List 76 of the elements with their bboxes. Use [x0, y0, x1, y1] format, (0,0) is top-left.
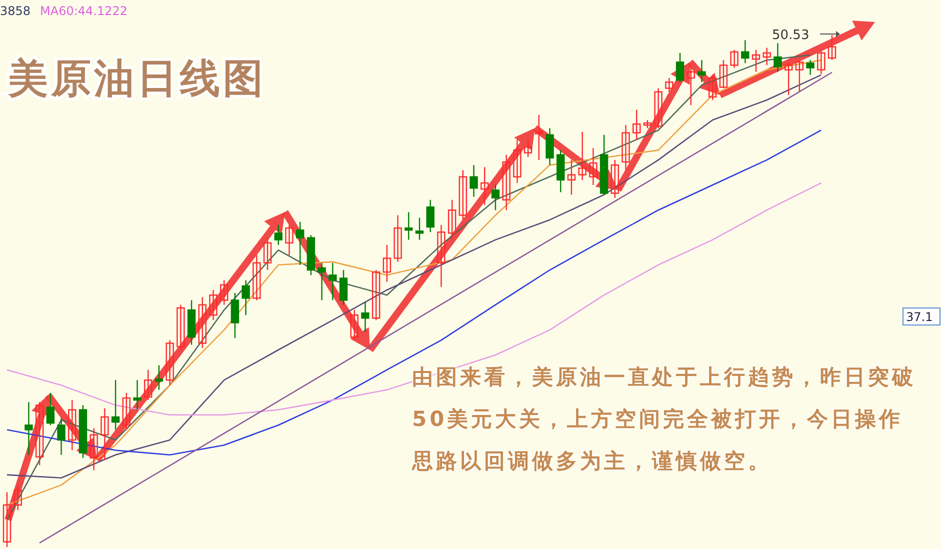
candlestick [513, 139, 522, 184]
candlestick [578, 131, 586, 180]
candlestick [90, 428, 98, 471]
candlestick [676, 52, 684, 83]
candlestick [784, 62, 793, 96]
candlestick [209, 289, 218, 321]
candlestick [665, 77, 674, 92]
candlestick [14, 484, 22, 511]
candlestick [361, 301, 370, 333]
candlestick [198, 296, 206, 348]
candlestick [350, 309, 358, 341]
candlestick [46, 392, 55, 426]
candlestick [817, 49, 826, 75]
candlestick [686, 64, 695, 106]
candlestick [68, 399, 76, 451]
candlestick [35, 402, 44, 466]
candlestick [546, 128, 554, 166]
candlestick [730, 49, 738, 68]
candlestick [622, 124, 630, 171]
candlestick [166, 340, 174, 386]
candlestick [176, 304, 185, 350]
text: MA60:44.1222 [40, 4, 128, 18]
annotation: 50.53 [772, 28, 810, 43]
candlestick [111, 379, 120, 430]
candlestick [220, 280, 228, 306]
candlestick [339, 269, 348, 306]
candlestick [415, 217, 424, 240]
candlestick [752, 49, 760, 72]
candlestick [154, 364, 164, 390]
text: 37.1 [906, 310, 933, 324]
candlestick [372, 269, 380, 321]
candlestick [524, 137, 532, 158]
candlestick [2, 492, 12, 548]
candlestick [24, 402, 33, 456]
candlestick [252, 254, 261, 301]
candlestick [589, 148, 598, 186]
candlestick [567, 159, 576, 196]
candlestick [719, 59, 728, 89]
candlestick [100, 408, 109, 461]
candlestick [230, 292, 240, 339]
candlestick [470, 164, 478, 198]
candlestick [795, 59, 804, 92]
candlestick [122, 392, 131, 430]
candlestick [263, 237, 272, 271]
candlestick [404, 212, 413, 240]
candlestick [285, 224, 294, 256]
candlestick [328, 262, 337, 301]
candlestick [491, 184, 500, 211]
candlestick [610, 159, 619, 198]
candlestick [708, 74, 717, 101]
candlestick [762, 47, 771, 66]
candlestick [632, 109, 641, 141]
candlestick [318, 262, 326, 301]
candlestick [382, 244, 392, 282]
candlestick [242, 280, 250, 316]
candlestick [741, 40, 750, 64]
candlestick [448, 199, 456, 240]
candlestick [57, 417, 66, 456]
candlestick [274, 224, 282, 246]
candlestick [296, 221, 304, 266]
text: 3858 [0, 4, 31, 18]
candlestick [698, 59, 706, 83]
candlestick [144, 369, 152, 401]
candlestick [437, 224, 446, 288]
candlestick [774, 42, 782, 72]
candlestick [502, 154, 510, 211]
candlestick [458, 170, 468, 220]
candlestick [426, 199, 434, 233]
candlestick [480, 166, 489, 206]
candlestick [534, 114, 544, 161]
candlestick [806, 59, 814, 76]
text: 美原油日线图 [7, 56, 266, 102]
candlestick [828, 34, 836, 61]
candlestick [654, 88, 662, 129]
candlestick [394, 214, 402, 262]
candlestick [133, 379, 142, 410]
